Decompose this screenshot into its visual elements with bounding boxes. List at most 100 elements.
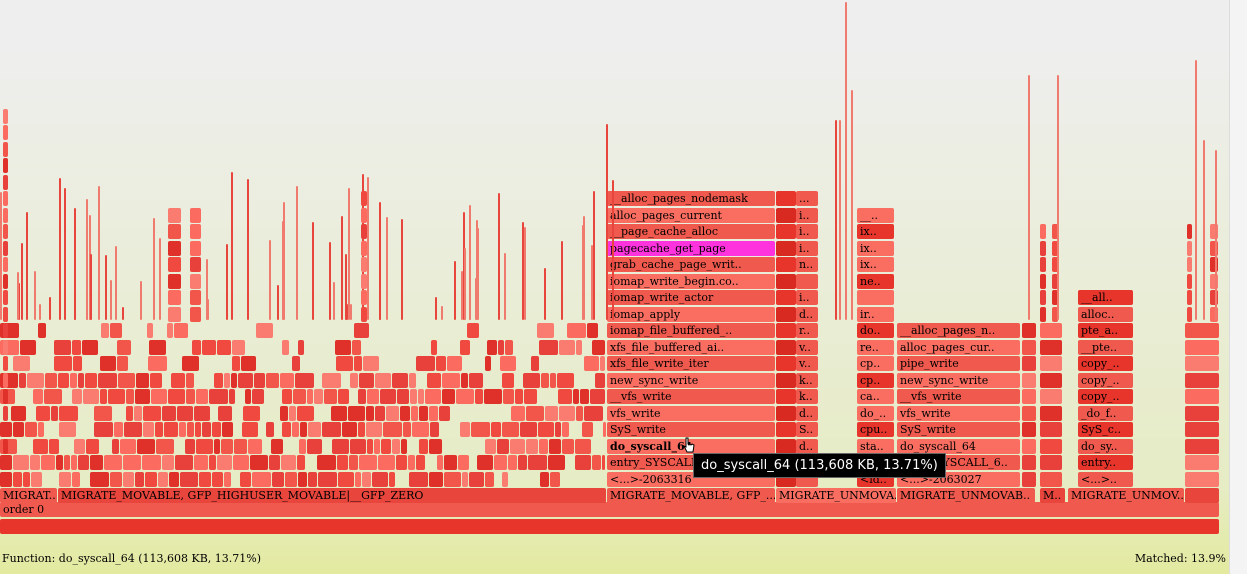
flame-frame[interactable] [322, 422, 341, 437]
flame-frame-alloc-pages-cur-[interactable]: alloc_pages_cur.. [897, 340, 1020, 355]
flame-frame[interactable] [776, 406, 796, 421]
flame-frame-thin[interactable] [469, 205, 471, 320]
flame-frame[interactable] [174, 323, 188, 338]
flame-frame[interactable] [1187, 224, 1192, 239]
flame-frame[interactable] [124, 422, 142, 437]
flame-frame[interactable] [1187, 274, 1192, 289]
flame-frame-xfs-file-write-iter[interactable]: xfs_file_write_iter [607, 356, 775, 371]
flame-frame-thin[interactable] [544, 268, 546, 320]
flame-frame-thin[interactable] [1203, 140, 1205, 320]
flame-frame[interactable] [419, 406, 428, 421]
flame-frame[interactable] [587, 323, 598, 338]
flame-frame[interactable] [44, 389, 62, 404]
flame-frame[interactable] [458, 455, 469, 470]
flame-frame[interactable]: ix.. [857, 224, 894, 239]
flame-frame[interactable] [266, 422, 274, 437]
flame-frame[interactable]: sta.. [857, 439, 894, 454]
flame-frame[interactable]: ix.. [857, 241, 894, 256]
flame-frame[interactable] [1210, 290, 1218, 305]
flame-frame[interactable] [361, 208, 367, 223]
flame-frame[interactable] [86, 439, 99, 454]
flame-frame-iomap-write-actor[interactable]: iomap_write_actor [607, 290, 775, 305]
flame-frame[interactable] [322, 373, 341, 388]
flame-frame[interactable] [485, 472, 494, 487]
flame-frame[interactable] [361, 224, 367, 239]
flame-frame-migrate[interactable]: MIGRATE_MOVABLE, GFP_HIGHUSER_MOVABLE|__… [58, 488, 606, 503]
flame-frame[interactable] [3, 241, 8, 256]
flame-frame[interactable] [776, 224, 796, 239]
flame-frame-thin[interactable] [591, 245, 593, 320]
flame-frame[interactable] [38, 422, 44, 437]
flame-frame-migrate[interactable]: MIGRATE_MOVABLE, GFP_... [607, 488, 775, 503]
flame-frame[interactable] [559, 340, 575, 355]
flame-frame[interactable] [1040, 455, 1062, 470]
flame-frame[interactable] [297, 455, 305, 470]
flame-frame-thin[interactable] [0, 192, 2, 320]
flame-frame[interactable] [83, 389, 99, 404]
flame-frame[interactable] [82, 340, 98, 355]
flame-frame[interactable] [30, 455, 40, 470]
flame-frame[interactable] [392, 439, 400, 454]
flame-frame-thin[interactable] [1195, 60, 1197, 320]
flame-frame[interactable] [409, 373, 416, 388]
flame-frame-pagecache-get-page[interactable]: pagecache_get_page [607, 241, 775, 256]
flame-frame[interactable] [162, 455, 174, 470]
flame-frame[interactable] [776, 389, 796, 404]
flame-frame-thin[interactable] [435, 297, 437, 320]
flame-frame[interactable] [403, 422, 411, 437]
flame-frame[interactable] [78, 455, 89, 470]
flame-frame[interactable] [1210, 307, 1218, 322]
flame-frame[interactable]: do_.. [857, 406, 894, 421]
flame-frame[interactable] [1040, 356, 1062, 371]
flame-frame[interactable] [126, 389, 134, 404]
flame-frame[interactable] [212, 422, 221, 437]
flame-frame[interactable] [857, 290, 894, 305]
flame-frame-thin[interactable] [283, 202, 285, 320]
flame-frame[interactable] [98, 373, 117, 388]
flame-frame[interactable] [1040, 422, 1062, 437]
flame-frame-thin[interactable] [74, 208, 76, 320]
flame-frame-thin[interactable] [26, 212, 28, 320]
flame-frame[interactable]: r.. [796, 323, 818, 338]
flame-frame[interactable] [350, 373, 358, 388]
flame-frame[interactable] [151, 389, 167, 404]
flame-frame[interactable] [539, 340, 558, 355]
flame-frame[interactable]: _do_f.. [1078, 406, 1133, 421]
flame-frame[interactable] [199, 472, 211, 487]
flame-frame-thin[interactable] [206, 259, 208, 320]
flame-frame[interactable] [295, 373, 314, 388]
flame-frame[interactable] [168, 274, 181, 289]
flame-frame-thin[interactable] [464, 248, 466, 320]
flame-frame[interactable] [195, 422, 201, 437]
flame-frame-thin[interactable] [348, 188, 350, 320]
flame-frame[interactable] [297, 406, 314, 421]
flame-frame[interactable] [3, 406, 8, 421]
flame-frame-thin[interactable] [350, 304, 352, 320]
flame-frame-thin[interactable] [522, 222, 524, 320]
flame-frame[interactable] [361, 274, 367, 289]
scrollbar[interactable] [1229, 0, 1247, 574]
flame-frame[interactable] [90, 455, 103, 470]
flame-frame-thin[interactable] [839, 120, 841, 320]
flame-frame[interactable] [518, 455, 527, 470]
flame-frame[interactable] [13, 455, 29, 470]
flame-frame[interactable] [209, 455, 216, 470]
flame-frame[interactable] [190, 208, 201, 223]
flame-frame[interactable] [3, 439, 8, 454]
flame-frame[interactable] [90, 472, 109, 487]
flame-frame-sys-write[interactable]: SyS_write [607, 422, 775, 437]
flame-frame[interactable] [595, 373, 605, 388]
flame-frame--alloc-pages-nodemask[interactable]: __alloc_pages_nodemask [607, 191, 775, 206]
flame-frame[interactable] [355, 472, 361, 487]
flame-frame[interactable] [1040, 307, 1046, 322]
flame-frame[interactable] [194, 455, 208, 470]
flame-frame[interactable] [3, 422, 8, 437]
flame-frame[interactable] [1040, 340, 1062, 355]
flame-frame[interactable] [1022, 340, 1036, 355]
flame-frame[interactable] [292, 422, 299, 437]
flame-frame[interactable]: i.. [796, 241, 818, 256]
flame-frame[interactable] [467, 323, 479, 338]
flame-frame[interactable]: __all.. [1078, 290, 1133, 305]
flame-frame[interactable] [49, 439, 59, 454]
flame-frame[interactable] [298, 472, 307, 487]
